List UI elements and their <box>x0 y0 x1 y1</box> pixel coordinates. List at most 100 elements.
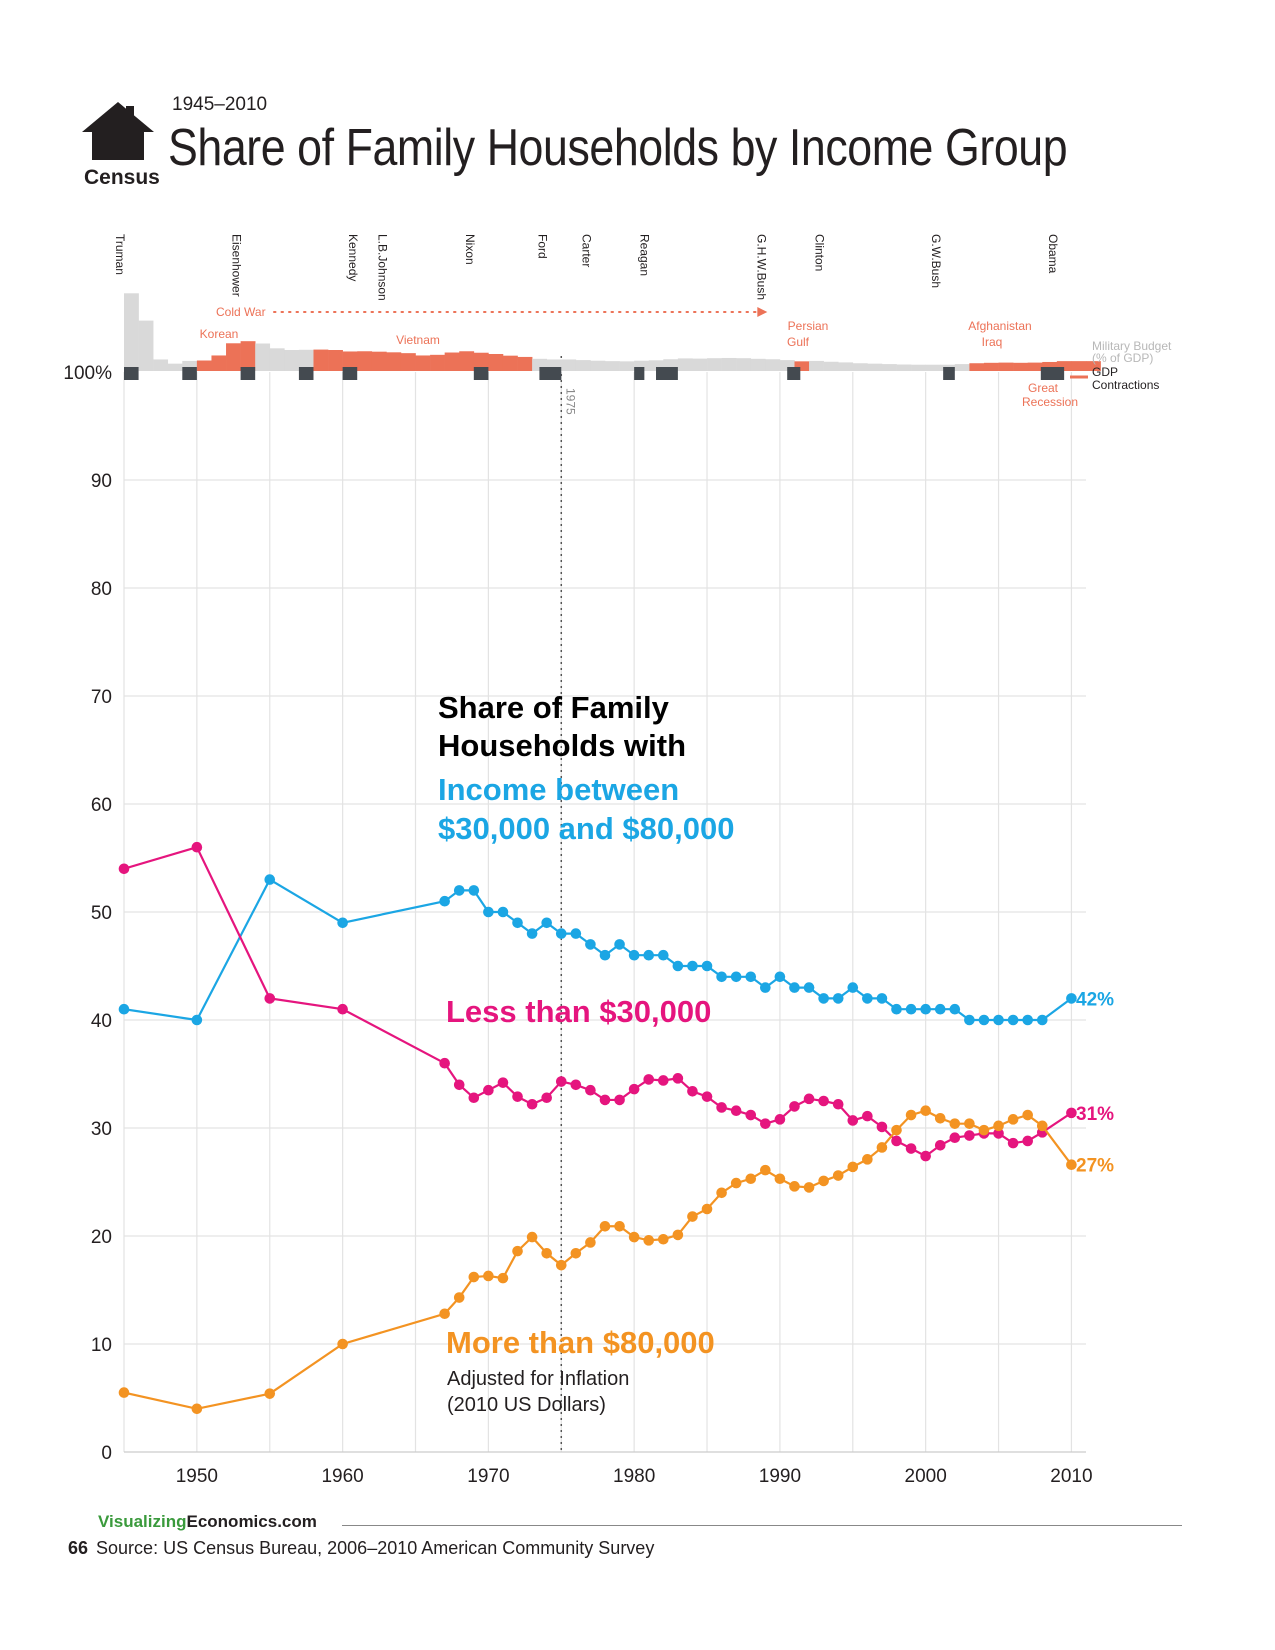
president-label: Reagan <box>638 234 652 276</box>
military-budget-bar <box>561 359 577 371</box>
data-point <box>264 874 276 885</box>
data-point <box>628 949 640 961</box>
data-point <box>905 1143 917 1154</box>
military-budget-bar <box>298 349 314 371</box>
military-budget-bar <box>881 364 897 371</box>
gdp-label: Contractions <box>1092 378 1159 392</box>
data-point <box>570 1079 582 1091</box>
y-tick-label: 30 <box>91 1119 112 1140</box>
data-point <box>614 939 625 950</box>
data-point <box>905 1003 917 1015</box>
data-point <box>774 1114 786 1125</box>
president-label: Eisenhower <box>230 234 244 297</box>
military-budget-bar <box>707 358 722 371</box>
military-budget-bar <box>663 359 679 371</box>
footer-divider <box>342 1525 1182 1526</box>
data-point <box>512 917 523 929</box>
header: Census 1945–2010 Share of Family Househo… <box>0 0 1275 200</box>
income-chart: 0 10 20 30 40 50 60 70 80 90 100% 1950 1960 1970 1980 1… <box>63 234 1172 1487</box>
data-point <box>570 928 582 939</box>
data-point <box>687 1211 698 1222</box>
gdp-contraction-block <box>298 367 314 380</box>
data-point <box>658 1233 669 1245</box>
data-point <box>687 960 698 972</box>
data-point <box>439 1308 450 1320</box>
data-point <box>453 1292 465 1303</box>
x-tick-label: 1980 <box>613 1466 655 1487</box>
military-budget-bar <box>196 360 212 371</box>
military-budget-bar <box>575 360 591 371</box>
military-budget-bar <box>546 359 562 371</box>
data-point <box>526 928 538 939</box>
brand-part-1: Visualizing <box>98 1512 187 1531</box>
data-point <box>920 1150 931 1162</box>
military-budget-bar <box>983 362 999 371</box>
y-tick-label: 40 <box>91 1011 112 1032</box>
data-point <box>789 982 800 993</box>
military-budget-bar <box>502 355 518 371</box>
data-point <box>118 1003 130 1015</box>
cold-war-label: Cold War <box>216 305 266 319</box>
data-point <box>993 1120 1004 1132</box>
data-point <box>934 1112 946 1124</box>
military-budget-bar <box>619 361 635 371</box>
military-budget-bar <box>765 359 781 371</box>
y-tick-label: 90 <box>91 471 112 492</box>
annotation-note: Adjusted for Inflation <box>447 1368 629 1390</box>
military-budget-bar <box>124 293 139 371</box>
data-point <box>789 1181 800 1192</box>
data-point <box>978 1014 990 1026</box>
data-point <box>964 1130 975 1141</box>
data-point <box>803 1182 815 1193</box>
series-end-label: 42% <box>1076 989 1114 1010</box>
data-point <box>614 1094 625 1106</box>
military-budget-bar <box>721 357 737 371</box>
data-point <box>891 1003 902 1015</box>
data-point <box>1022 1135 1033 1147</box>
data-point <box>118 863 130 875</box>
military-budget-bar <box>648 360 664 371</box>
gdp-label: GDP <box>1092 365 1118 379</box>
gdp-contraction-block <box>539 367 562 380</box>
data-point <box>658 949 669 961</box>
data-point <box>760 1118 771 1129</box>
military-budget-bar <box>1086 361 1101 371</box>
military-budget-bar <box>823 361 839 371</box>
data-point <box>847 982 859 993</box>
military-budget-bar <box>925 364 941 371</box>
military-budget-bar <box>677 358 693 371</box>
y-tick-label: 70 <box>91 687 112 708</box>
data-point <box>483 1270 494 1282</box>
data-point <box>803 1093 815 1105</box>
data-point <box>832 1098 844 1110</box>
y-tick-label: 10 <box>91 1335 112 1356</box>
military-budget-bar <box>444 352 460 371</box>
data-point <box>745 971 757 983</box>
data-point <box>585 939 596 950</box>
annotation-middle: $30,000 and $80,000 <box>438 811 734 846</box>
data-point <box>716 1102 727 1113</box>
military-budget-bar <box>182 360 198 371</box>
data-point <box>1036 1120 1048 1132</box>
x-tick-label: 1970 <box>467 1466 509 1487</box>
war-label: Iraq <box>982 335 1003 349</box>
data-point <box>745 1109 757 1121</box>
census-logo-label: Census <box>84 166 160 189</box>
data-point <box>1036 1014 1048 1026</box>
military-budget-bar <box>167 363 183 371</box>
data-point <box>949 1132 961 1144</box>
data-point <box>934 1003 946 1015</box>
gdp-contraction-block <box>124 367 139 380</box>
data-point <box>512 1091 523 1102</box>
military-budget-bar <box>750 358 766 371</box>
military-budget-bar <box>692 358 708 371</box>
military-budget-bar <box>867 363 883 371</box>
years-label: 1945–2010 <box>172 94 268 115</box>
data-point <box>599 1220 611 1232</box>
data-point <box>599 1094 611 1106</box>
military-budget-bar <box>138 320 154 371</box>
data-point <box>862 1154 873 1165</box>
data-point <box>512 1245 523 1257</box>
data-point <box>847 1115 859 1126</box>
y-top-label: 100% <box>63 363 112 384</box>
